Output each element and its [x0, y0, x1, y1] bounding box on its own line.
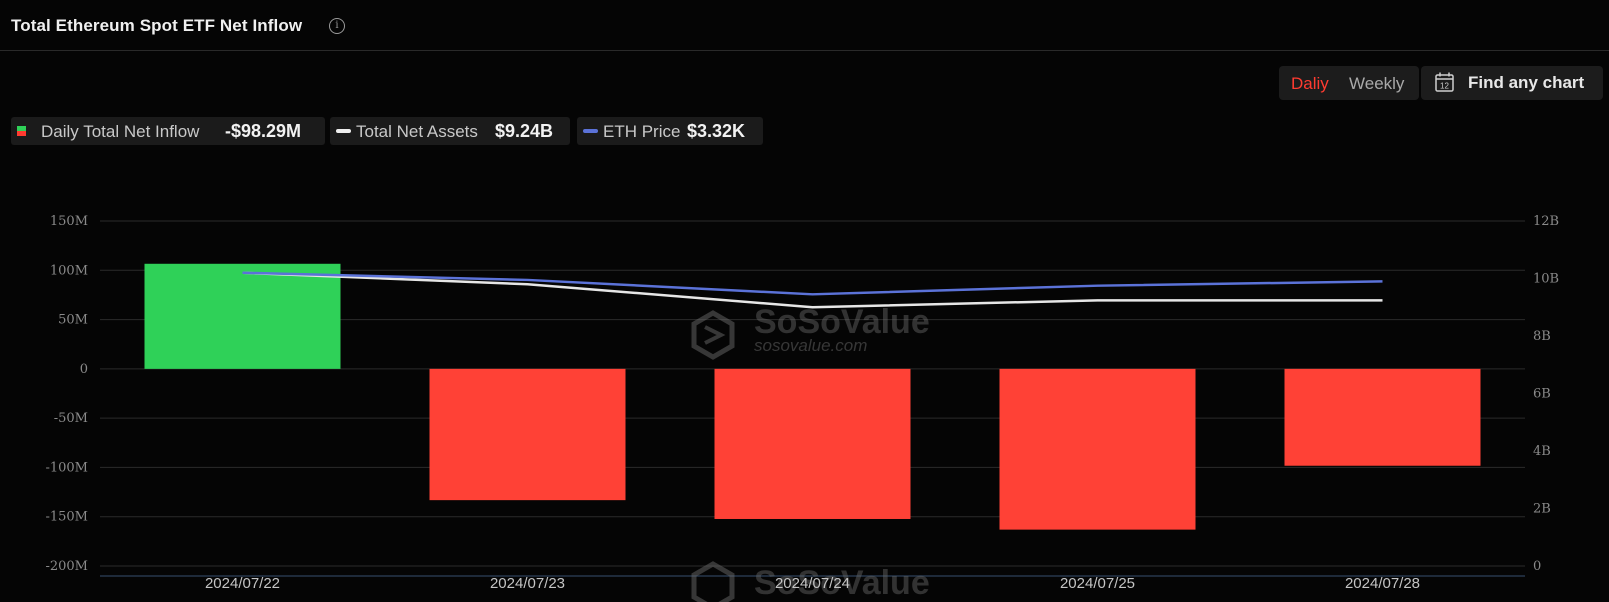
inflow-bar	[144, 263, 341, 369]
y-right-tick-label: 10B	[1533, 272, 1559, 287]
y-left-tick-label: -200M	[45, 559, 88, 574]
inflow-bar	[1284, 368, 1481, 466]
x-date-label: 2024/07/28	[1345, 575, 1420, 592]
y-left-tick-label: 100M	[50, 263, 88, 278]
calendar-icon: 12	[1435, 72, 1454, 92]
info-icon[interactable]: i	[329, 18, 345, 34]
legend-price-label: ETH Price	[603, 122, 681, 141]
x-date-label: 2024/07/22	[205, 575, 280, 592]
y-right-tick-label: 4B	[1533, 444, 1551, 459]
find-any-chart-label: Find any chart	[1468, 73, 1585, 92]
inflow-bar	[714, 368, 911, 519]
chart-header: Total Ethereum Spot ETF Net Inflow i	[0, 0, 1609, 51]
x-date-label: 2024/07/25	[1060, 575, 1135, 592]
watermark-brand-bottom: SoSoValue	[754, 564, 930, 602]
watermark-brand: SoSoValue	[754, 303, 930, 341]
legend-assets-label: Total Net Assets	[356, 122, 478, 141]
find-any-chart-button[interactable]: 12 Find any chart	[1421, 66, 1603, 100]
y-right-tick-label: 12B	[1533, 214, 1559, 229]
white-line-swatch-icon	[336, 129, 351, 133]
blue-line-swatch-icon	[583, 129, 598, 133]
legend-inflow-label: Daily Total Net Inflow	[41, 122, 200, 141]
legend-item-assets[interactable]: Total Net Assets $9.24B	[330, 117, 570, 145]
legend-item-price[interactable]: ETH Price $3.32K	[577, 117, 763, 145]
watermark-site: sosovalue.com	[754, 336, 867, 355]
total-net-assets-line	[242, 271, 1383, 309]
weekly-toggle-button[interactable]: Weekly	[1349, 74, 1405, 93]
bar-swatch-icon	[17, 126, 26, 136]
y-right-tick-label: 0	[1533, 559, 1541, 574]
y-right-tick-label: 8B	[1533, 329, 1551, 344]
inflow-bar	[429, 368, 626, 501]
x-date-label: 2024/07/23	[490, 575, 565, 592]
legend-price-value: $3.32K	[687, 121, 746, 141]
calendar-day-text: 12	[1440, 82, 1449, 91]
page-title: Total Ethereum Spot ETF Net Inflow	[11, 16, 303, 35]
y-left-tick-label: -50M	[54, 411, 88, 426]
y-left-tick-label: 0	[80, 362, 88, 377]
legend-item-inflow[interactable]: Daily Total Net Inflow -$98.29M	[11, 117, 325, 145]
period-toggle: Daliy Weekly	[1279, 66, 1419, 100]
y-left-tick-label: 150M	[50, 214, 88, 229]
sosovalue-logo-icon-bottom	[691, 561, 735, 602]
inflow-bar	[999, 368, 1196, 530]
y-left-tick-label: 50M	[58, 313, 88, 328]
y-right-tick-label: 2B	[1533, 502, 1551, 517]
eth-price-line	[242, 271, 1383, 296]
y-right-tick-label: 6B	[1533, 387, 1551, 402]
x-date-label: 2024/07/24	[775, 575, 850, 592]
legend-inflow-value: -$98.29M	[225, 121, 302, 141]
y-left-tick-label: -100M	[45, 460, 88, 475]
legend-assets-value: $9.24B	[495, 121, 554, 141]
daily-toggle-button[interactable]: Daliy	[1291, 74, 1329, 93]
y-left-tick-label: -150M	[45, 510, 88, 525]
sosovalue-logo-icon	[691, 310, 735, 360]
